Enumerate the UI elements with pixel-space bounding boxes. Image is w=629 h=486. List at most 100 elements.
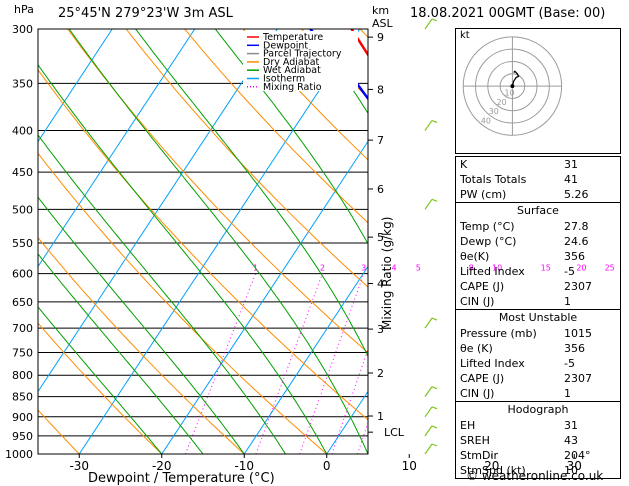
temp-tick-label: -30 [69, 459, 89, 473]
mixing-ratio-label: 10 [492, 264, 502, 273]
plot-frame [37, 28, 369, 455]
hodograph-stat-row: StmDir 204° [456, 448, 620, 463]
legend-label: Isotherm [263, 74, 305, 85]
legend-label: Dry Adiabat [263, 57, 320, 68]
wet-adiabat-line [135, 29, 368, 358]
km-tick-label: 8 [377, 83, 384, 96]
temp-tick-label: 0 [323, 459, 331, 473]
hodograph-stat-row: EH 31 [456, 418, 620, 433]
wet-adiabat-line [38, 134, 286, 454]
km-tick-label: 1 [377, 410, 384, 423]
surface-label: Temp (°C) [460, 220, 515, 233]
mixing-ratio-label: 8 [469, 264, 474, 273]
hodograph-stat-row: StmSpd (kt) 10 [456, 463, 620, 478]
hodograph-ring-label: 20 [497, 98, 507, 107]
mixing-ratio-axis-label: Mixing Ratio (g/kg) [380, 216, 394, 330]
pressure-tick-label: 800 [12, 369, 33, 382]
pressure-tick-label: 900 [12, 411, 33, 424]
index-row: PW (cm) 5.26 [456, 187, 620, 202]
pressure-tick-label: 1000 [5, 448, 33, 461]
surface-label: Lifted Index [460, 265, 525, 278]
hodograph-stat-label: StmSpd (kt) [460, 464, 526, 477]
dry-adiabat-line [38, 68, 368, 421]
hodograph-stat-value: 10 [564, 464, 578, 477]
wet-adiabat-line [38, 253, 204, 454]
temp-tick-label: 20 [484, 459, 499, 473]
index-label: Totals Totals [460, 173, 527, 186]
indices-panel: K 31 Totals Totals 41 PW (cm) 5.26 Surface Te… [455, 156, 621, 479]
surface-value: 356 [564, 250, 585, 263]
hodograph-origin [510, 84, 515, 89]
dry-adiabat-line [38, 152, 328, 454]
index-value: 31 [564, 158, 578, 171]
index-row: Totals Totals 41 [456, 172, 620, 187]
dry-adiabat-line [38, 236, 245, 454]
surface-row: CIN (J) 1 [456, 294, 620, 309]
wind-barb [424, 443, 438, 455]
most-unstable-row: CAPE (J) 2307 [456, 371, 620, 386]
pressure-tick-label: 950 [12, 430, 33, 443]
isotherm-line [78, 29, 361, 454]
km-tick-label: 6 [377, 183, 384, 196]
legend-label: Temperature [262, 32, 323, 43]
pressure-tick-label: 650 [12, 296, 33, 309]
km-tick-label: 4 [377, 278, 384, 291]
most-unstable-label: CAPE (J) [460, 372, 505, 385]
surface-label: θe(K) [460, 250, 490, 263]
hodograph-table-title: Hodograph [456, 401, 620, 418]
hodograph-stat-row: SREH 43 [456, 433, 620, 448]
dry-adiabat-line [184, 29, 368, 224]
pressure-tick-label: 550 [12, 237, 33, 250]
isotherm-line [38, 29, 196, 268]
most-unstable-row: Lifted Index -5 [456, 356, 620, 371]
mixing-ratio-line [255, 273, 323, 454]
surface-value: 2307 [564, 280, 592, 293]
km-tick-label: 5 [377, 231, 384, 244]
dry-adiabat-line [242, 29, 368, 161]
most-unstable-label: Lifted Index [460, 357, 525, 370]
pressure-tick-label: 500 [12, 203, 33, 216]
surface-value: 1 [564, 295, 571, 308]
surface-value: 27.8 [564, 220, 589, 233]
surface-label: Dewp (°C) [460, 235, 517, 248]
isotherm-line [243, 265, 368, 454]
pressure-tick-label: 400 [12, 125, 33, 138]
dry-adiabat-line [67, 29, 368, 354]
surface-row: θe(K) 356 [456, 249, 620, 264]
most-unstable-value: 1 [564, 387, 571, 400]
dry-adiabat-line [38, 322, 163, 454]
most-unstable-row: CIN (J) 1 [456, 386, 620, 401]
legend-label: Wet Adiabat [263, 65, 321, 76]
pressure-tick-label: 350 [12, 77, 33, 90]
hodograph-stat-label: SREH [460, 434, 490, 447]
most-unstable-value: -5 [564, 357, 575, 370]
asl-label: ASL [372, 17, 393, 30]
temp-tick-label: -10 [234, 459, 254, 473]
most-unstable-value: 1015 [564, 327, 592, 340]
most-unstable-value: 2307 [564, 372, 592, 385]
surface-title: Surface [456, 202, 620, 219]
wet-adiabat-line [38, 64, 328, 454]
mixing-ratio-label: 4 [392, 264, 397, 273]
wet-adiabat-line [38, 306, 163, 454]
mixing-ratio-line [299, 273, 365, 454]
temp-tick-label: 30 [567, 459, 582, 473]
most-unstable-value: 356 [564, 342, 585, 355]
pressure-tick-label: 700 [12, 322, 33, 335]
wet-adiabat-line [68, 29, 368, 454]
lcl-label: LCL [384, 426, 405, 439]
surface-label: CAPE (J) [460, 280, 505, 293]
wind-barb [424, 425, 438, 437]
pressure-tick-label: 300 [12, 23, 33, 36]
legend-label: Mixing Ratio [263, 82, 322, 93]
surface-value: -5 [564, 265, 575, 278]
wind-barb [424, 119, 438, 131]
location-title: 25°45'N 279°23'W 3m ASL [58, 6, 233, 21]
hodograph-ring-label: 40 [481, 116, 491, 125]
most-unstable-label: θe (K) [460, 342, 493, 355]
mixing-ratio-line [184, 273, 257, 454]
most-unstable-label: Pressure (mb) [460, 327, 537, 340]
mixing-ratio-label: 25 [605, 264, 615, 273]
index-value: 41 [564, 173, 578, 186]
